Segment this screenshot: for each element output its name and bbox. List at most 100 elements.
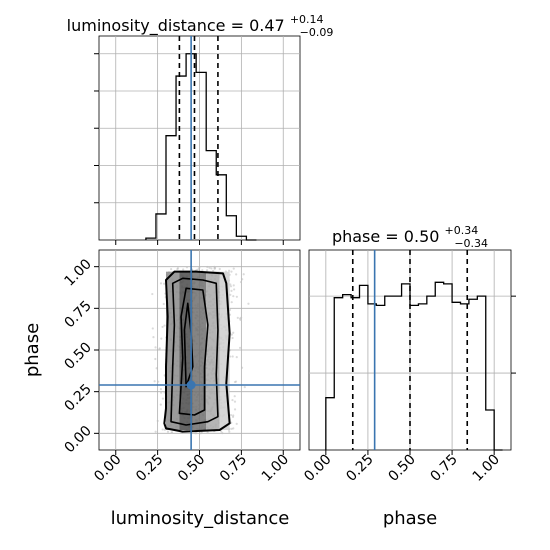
scatter-point bbox=[170, 267, 173, 271]
scatter-point bbox=[160, 337, 163, 340]
scatter-point bbox=[228, 430, 231, 433]
scatter-point bbox=[170, 431, 173, 434]
scatter-point bbox=[231, 355, 234, 358]
scatter-point bbox=[220, 430, 223, 433]
phase-marginal-xtick-label: 1.00 bbox=[470, 452, 503, 485]
scatter-point bbox=[231, 336, 234, 340]
phase-marginal-xtick-label: 0.25 bbox=[343, 452, 376, 485]
scatter-point bbox=[151, 292, 154, 296]
scatter-point bbox=[155, 367, 158, 370]
scatter-point bbox=[238, 317, 242, 320]
scatter-point bbox=[232, 295, 235, 298]
phase-title: phase = 0.50 +0.34 −0.34 bbox=[332, 219, 488, 250]
luminosity-distance-histogram-step bbox=[145, 53, 257, 241]
scatter-point bbox=[205, 269, 209, 272]
scatter-point bbox=[236, 316, 239, 319]
scatter-point bbox=[154, 430, 157, 433]
y-axis-label: phase bbox=[22, 323, 43, 377]
density-contour-2 bbox=[178, 287, 209, 416]
scatter-point bbox=[240, 366, 244, 369]
joint-scatter-ytick-label: 0.50 bbox=[61, 340, 94, 373]
scatter-point bbox=[161, 428, 164, 431]
scatter-point bbox=[243, 386, 246, 389]
scatter-point bbox=[230, 421, 233, 424]
joint-scatter-xtick-label: 0.50 bbox=[175, 452, 208, 485]
scatter-point bbox=[201, 269, 204, 272]
scatter-point bbox=[230, 270, 233, 273]
scatter-point bbox=[231, 415, 235, 419]
luminosity-distance-title: luminosity_distance = 0.47 +0.14 −0.09 bbox=[67, 8, 334, 39]
scatter-point bbox=[161, 397, 165, 400]
scatter-point bbox=[166, 430, 170, 433]
scatter-point bbox=[213, 266, 217, 269]
phase-marginal-xtick-label: 0.50 bbox=[385, 452, 418, 485]
scatter-point bbox=[154, 357, 157, 361]
scatter-point bbox=[232, 427, 235, 430]
joint-scatter-xtick-label: 0.00 bbox=[91, 452, 124, 485]
scatter-point bbox=[238, 346, 242, 349]
scatter-point bbox=[233, 400, 237, 403]
scatter-point bbox=[235, 295, 238, 298]
joint-scatter-ytick-label: 0.00 bbox=[61, 423, 94, 456]
phase-marginal-xtick-label: 0.75 bbox=[428, 452, 461, 485]
scatter-point bbox=[230, 333, 233, 336]
scatter-point bbox=[230, 301, 233, 304]
scatter-point bbox=[247, 302, 250, 305]
scatter-point bbox=[233, 395, 236, 398]
scatter-point bbox=[229, 355, 232, 358]
scatter-point bbox=[176, 267, 179, 271]
scatter-point bbox=[153, 380, 156, 383]
scatter-point bbox=[156, 419, 159, 423]
scatter-point bbox=[229, 293, 232, 296]
density-contour-0 bbox=[163, 270, 231, 433]
scatter-point bbox=[233, 408, 237, 411]
phase-histogram-step bbox=[325, 281, 503, 451]
density-column-2 bbox=[192, 271, 207, 430]
scatter-point bbox=[162, 302, 165, 306]
scatter-point bbox=[241, 278, 244, 281]
joint-scatter-ytick-label: 1.00 bbox=[61, 256, 94, 289]
scatter-point bbox=[210, 267, 213, 270]
scatter-point bbox=[161, 325, 164, 329]
scatter-point bbox=[229, 283, 232, 286]
joint-scatter-ytick-label: 0.25 bbox=[61, 381, 94, 414]
joint-scatter-ytick-label: 0.75 bbox=[61, 298, 94, 331]
scatter-point bbox=[232, 267, 235, 270]
scatter-point bbox=[235, 356, 238, 359]
scatter-point bbox=[158, 348, 161, 351]
density-column-4 bbox=[219, 271, 230, 430]
joint-scatter-xtick-label: 0.25 bbox=[133, 452, 166, 485]
scatter-point bbox=[235, 273, 238, 276]
scatter-point bbox=[160, 391, 163, 394]
scatter-point bbox=[235, 422, 238, 425]
scatter-point bbox=[232, 331, 235, 334]
density-contour-1 bbox=[170, 277, 219, 426]
scatter-point bbox=[159, 282, 163, 285]
scatter-point bbox=[208, 266, 211, 269]
scatter-point bbox=[157, 380, 160, 383]
scatter-point bbox=[159, 387, 163, 391]
phase-marginal-xtick-label: 0.00 bbox=[301, 452, 334, 485]
scatter-point bbox=[163, 324, 166, 327]
scatter-point bbox=[194, 432, 197, 435]
scatter-point bbox=[218, 267, 221, 271]
scatter-point bbox=[206, 265, 209, 269]
scatter-point bbox=[230, 289, 233, 292]
scatter-point bbox=[163, 428, 166, 431]
truth-marker bbox=[186, 380, 196, 390]
scatter-point bbox=[182, 268, 185, 271]
scatter-point bbox=[152, 335, 155, 339]
scatter-point bbox=[221, 432, 224, 435]
scatter-point bbox=[151, 327, 154, 330]
scatter-point bbox=[162, 282, 166, 285]
phase-x-axis-label: phase bbox=[383, 508, 437, 529]
scatter-point bbox=[154, 346, 157, 349]
scatter-point bbox=[242, 273, 245, 276]
scatter-point bbox=[212, 269, 215, 272]
phase-marginal-panel: 0.00 0.25 0.50 0.75 1.00 phase = 0.50 +0.34 … bbox=[301, 219, 516, 529]
scatter-point bbox=[229, 413, 233, 417]
scatter-point bbox=[231, 398, 234, 402]
joint-scatter-xtick-label: 1.00 bbox=[259, 452, 292, 485]
scatter-point bbox=[199, 432, 202, 435]
